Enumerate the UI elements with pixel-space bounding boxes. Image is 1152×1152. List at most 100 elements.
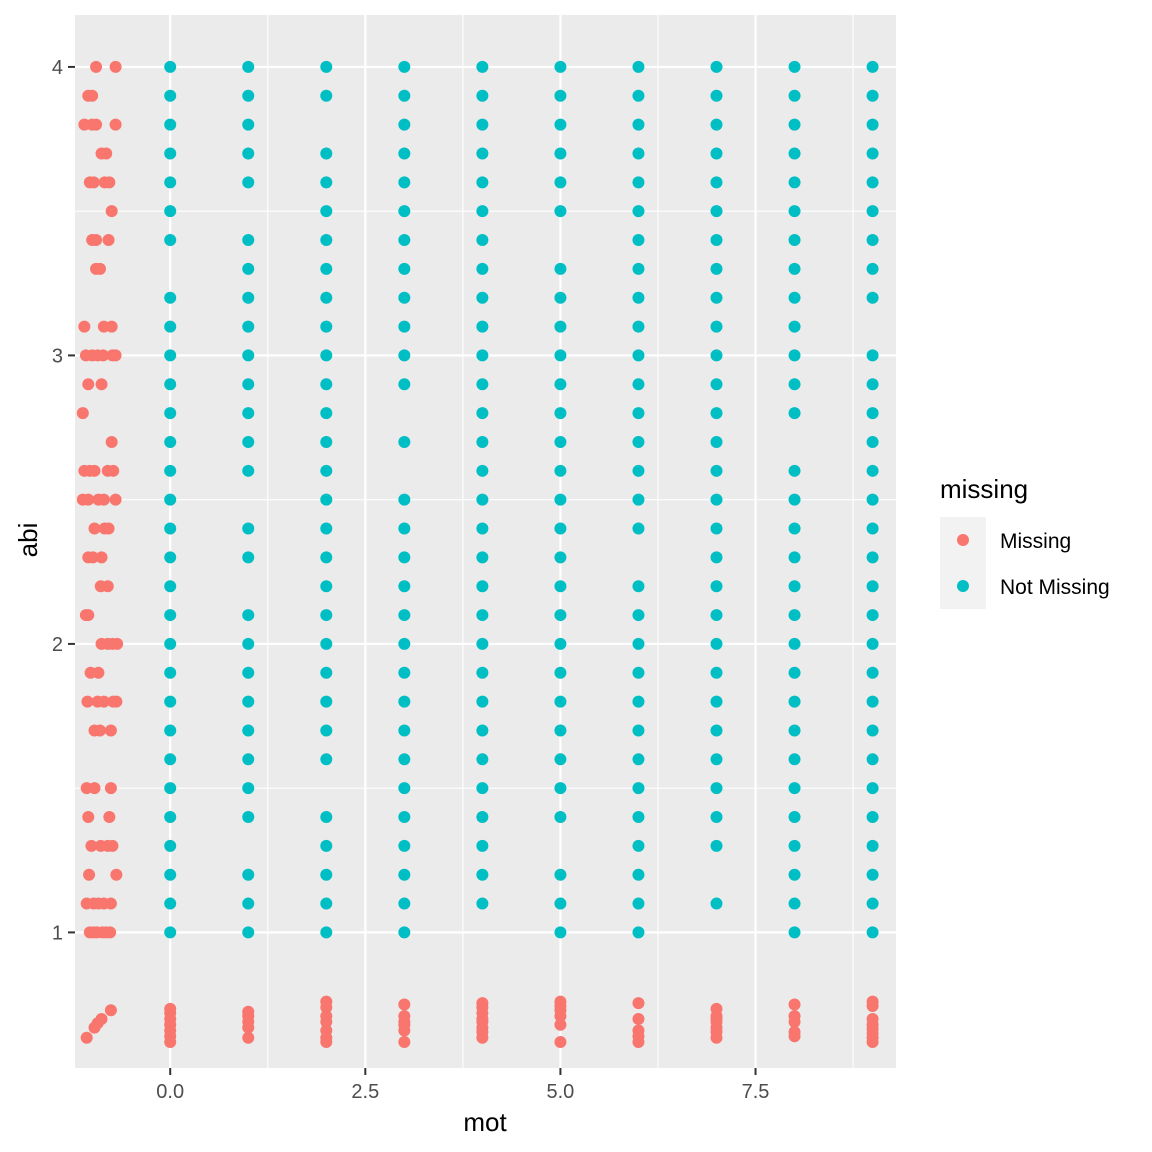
data-point-not-missing (866, 724, 879, 737)
data-point-not-missing (554, 262, 567, 275)
data-point-not-missing (398, 753, 411, 766)
data-point-not-missing (710, 695, 723, 708)
data-point-not-missing (710, 407, 723, 420)
data-point-missing (90, 60, 103, 73)
data-point-not-missing (398, 320, 411, 333)
data-point-missing (110, 695, 123, 708)
data-point-not-missing (476, 464, 489, 477)
data-point-not-missing (164, 609, 177, 622)
data-point-not-missing (476, 378, 489, 391)
data-point-not-missing (554, 580, 567, 593)
data-point-not-missing (398, 378, 411, 391)
data-point-not-missing (866, 378, 879, 391)
data-point-not-missing (320, 291, 333, 304)
data-point-not-missing (632, 320, 645, 333)
data-point-not-missing (476, 118, 489, 131)
data-point-not-missing (242, 407, 255, 420)
data-point-not-missing (242, 147, 255, 160)
data-point-not-missing (554, 926, 567, 939)
data-point-not-missing (710, 724, 723, 737)
data-point-not-missing (242, 291, 255, 304)
data-point-not-missing (242, 60, 255, 73)
data-point-missing (104, 1004, 117, 1017)
data-point-not-missing (632, 609, 645, 622)
data-point-missing (632, 1012, 645, 1025)
data-point-missing (82, 811, 95, 824)
data-point-not-missing (554, 378, 567, 391)
data-point-not-missing (788, 753, 801, 766)
data-point-not-missing (398, 522, 411, 535)
data-point-not-missing (710, 580, 723, 593)
data-point-not-missing (710, 89, 723, 102)
data-point-not-missing (320, 407, 333, 420)
data-point-not-missing (476, 609, 489, 622)
data-point-not-missing (554, 407, 567, 420)
data-point-not-missing (242, 609, 255, 622)
data-point-missing (110, 868, 123, 881)
data-point-not-missing (554, 666, 567, 679)
data-point-missing (82, 493, 95, 506)
data-point-not-missing (554, 753, 567, 766)
data-point-missing (398, 1036, 411, 1049)
data-point-not-missing (632, 695, 645, 708)
data-point-not-missing (242, 262, 255, 275)
data-point-not-missing (788, 637, 801, 650)
data-point-not-missing (866, 435, 879, 448)
data-point-not-missing (554, 493, 567, 506)
data-point-not-missing (320, 926, 333, 939)
data-point-not-missing (788, 666, 801, 679)
data-point-not-missing (710, 291, 723, 304)
data-point-not-missing (866, 782, 879, 795)
data-point-not-missing (320, 551, 333, 564)
data-point-not-missing (164, 464, 177, 477)
data-point-not-missing (632, 349, 645, 362)
data-point-missing (554, 1010, 567, 1023)
data-point-not-missing (476, 89, 489, 102)
data-point-not-missing (866, 580, 879, 593)
data-point-not-missing (866, 291, 879, 304)
data-point-not-missing (320, 349, 333, 362)
data-point-not-missing (710, 609, 723, 622)
data-point-not-missing (476, 522, 489, 535)
data-point-missing (164, 1036, 177, 1049)
data-point-not-missing (710, 839, 723, 852)
data-point-not-missing (164, 234, 177, 247)
data-point-not-missing (788, 868, 801, 881)
data-point-not-missing (866, 262, 879, 275)
data-point-not-missing (554, 118, 567, 131)
data-point-not-missing (632, 234, 645, 247)
data-point-not-missing (242, 89, 255, 102)
data-point-missing (320, 1015, 333, 1028)
plot-panel (75, 15, 896, 1068)
data-point-missing (320, 1036, 333, 1049)
data-point-missing (97, 493, 110, 506)
data-point-not-missing (866, 522, 879, 535)
data-point-not-missing (866, 695, 879, 708)
data-point-missing (82, 378, 95, 391)
data-point-not-missing (710, 234, 723, 247)
data-point-not-missing (164, 666, 177, 679)
data-point-not-missing (788, 349, 801, 362)
y-axis: 1 2 3 4 (52, 57, 75, 944)
data-point-not-missing (788, 60, 801, 73)
data-point-not-missing (554, 695, 567, 708)
data-point-missing (554, 1018, 567, 1031)
data-point-missing (632, 997, 645, 1010)
data-point-not-missing (788, 926, 801, 939)
data-point-missing (788, 1030, 801, 1043)
data-point-not-missing (320, 464, 333, 477)
data-point-not-missing (554, 320, 567, 333)
data-point-not-missing (632, 839, 645, 852)
data-point-missing (109, 60, 122, 73)
data-point-not-missing (476, 320, 489, 333)
data-point-not-missing (866, 493, 879, 506)
data-point-not-missing (554, 89, 567, 102)
data-point-not-missing (476, 205, 489, 218)
data-point-missing (106, 839, 119, 852)
data-point-not-missing (632, 262, 645, 275)
data-point-missing (87, 176, 100, 189)
data-point-not-missing (320, 839, 333, 852)
data-point-not-missing (866, 464, 879, 477)
data-point-missing (105, 435, 118, 448)
data-point-not-missing (164, 782, 177, 795)
